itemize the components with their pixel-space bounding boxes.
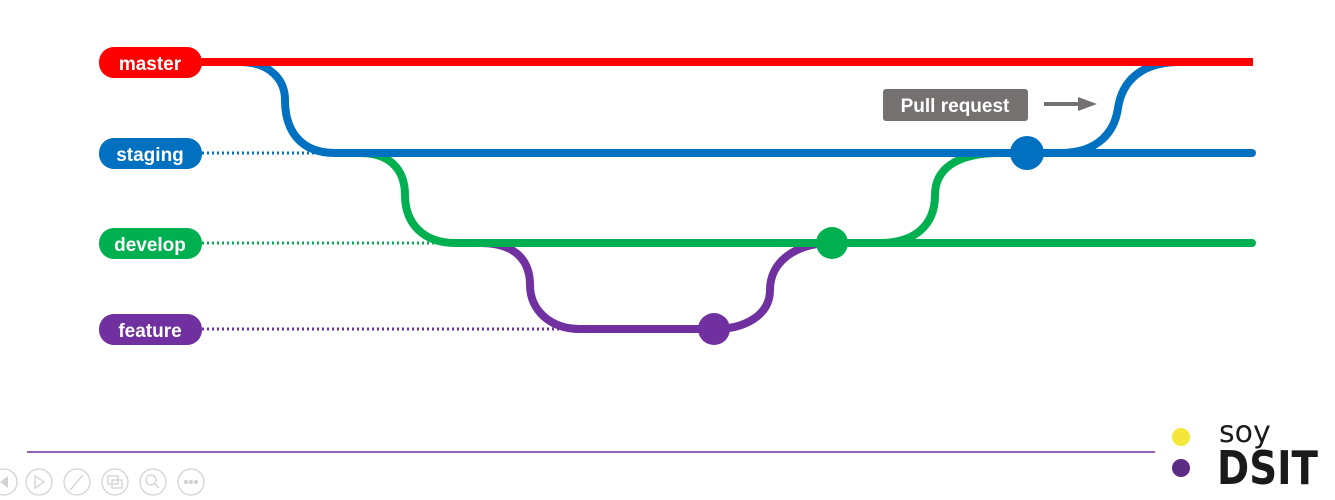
slides-icon[interactable] (101, 468, 129, 496)
branch-label-feature-text: feature (118, 321, 181, 342)
zoom-icon[interactable] (139, 468, 167, 496)
branch-label-develop-text: develop (114, 235, 186, 256)
logo: soy DSIT (1172, 415, 1319, 495)
logo-prefix: soy (1219, 415, 1271, 450)
logo-yellow-dot (1172, 428, 1190, 446)
pen-icon[interactable] (63, 468, 91, 496)
pull-request-annotation: Pull request (883, 89, 1028, 121)
feature-branch-line (476, 239, 836, 333)
develop-commit-dot (816, 227, 848, 259)
logo-name: DSIT (1217, 441, 1319, 495)
branch-label-feature: feature (99, 314, 202, 345)
staging-merge-curve (1056, 58, 1184, 157)
logo-purple-dot (1172, 459, 1190, 477)
more-options-icon[interactable] (177, 468, 205, 496)
develop-merge-curve (876, 149, 1004, 247)
branch-label-staging: staging (99, 138, 202, 169)
branch-label-staging-text: staging (116, 145, 184, 166)
staging-commit-dot (1010, 136, 1044, 170)
branch-label-develop: develop (99, 228, 202, 259)
branch-label-master-text: master (119, 54, 182, 75)
pull-request-label: Pull request (901, 96, 1010, 117)
staging-branch-line (236, 58, 1256, 157)
pull-request-arrow-icon (1044, 97, 1097, 111)
branch-label-master: master (99, 47, 202, 78)
player-controls (0, 468, 205, 496)
develop-branch-line (356, 149, 1256, 247)
previous-icon[interactable] (0, 468, 18, 496)
play-icon[interactable] (25, 468, 53, 496)
feature-commit-dot (698, 313, 730, 345)
